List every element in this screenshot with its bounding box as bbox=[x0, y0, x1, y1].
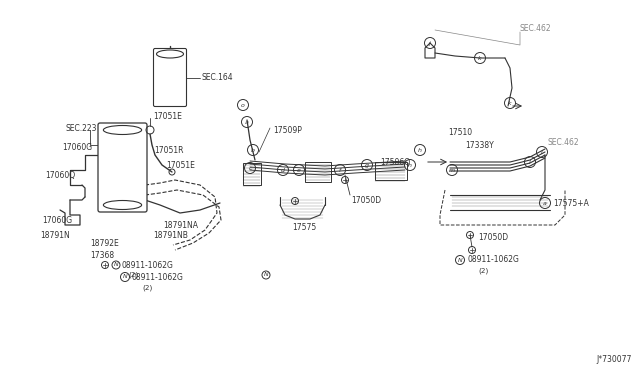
Text: 18792E: 18792E bbox=[90, 238, 119, 247]
Text: 18791N: 18791N bbox=[40, 231, 70, 240]
Text: b: b bbox=[251, 148, 255, 153]
Text: (2): (2) bbox=[478, 268, 488, 274]
Text: 08911-1062G: 08911-1062G bbox=[132, 273, 184, 282]
Text: 17509P: 17509P bbox=[273, 125, 302, 135]
Text: 18791NA: 18791NA bbox=[163, 221, 198, 230]
Bar bbox=[243, 163, 261, 185]
Text: 17051E: 17051E bbox=[166, 160, 195, 170]
Text: (2): (2) bbox=[142, 285, 152, 291]
Text: l: l bbox=[529, 160, 531, 164]
Text: f: f bbox=[339, 167, 341, 173]
Text: N: N bbox=[264, 273, 268, 278]
Text: N: N bbox=[114, 263, 118, 267]
Text: j: j bbox=[429, 41, 431, 45]
Text: k: k bbox=[478, 55, 482, 61]
Text: o: o bbox=[241, 103, 245, 108]
Text: SEC.223: SEC.223 bbox=[65, 124, 97, 132]
Text: N: N bbox=[123, 275, 127, 279]
Text: 17050D: 17050D bbox=[351, 196, 381, 205]
Text: a: a bbox=[543, 201, 547, 205]
Text: (2): (2) bbox=[128, 272, 138, 278]
Text: a: a bbox=[245, 119, 249, 125]
Text: SEC.164: SEC.164 bbox=[201, 73, 232, 82]
Text: SEC.462: SEC.462 bbox=[548, 138, 580, 147]
Text: 17060Q: 17060Q bbox=[45, 170, 75, 180]
Text: m: m bbox=[449, 167, 455, 173]
Text: k: k bbox=[508, 100, 512, 106]
Text: 17575+A: 17575+A bbox=[553, 199, 589, 208]
Text: c: c bbox=[248, 166, 252, 170]
Text: 17506Q: 17506Q bbox=[380, 157, 410, 167]
Text: 17060G: 17060G bbox=[62, 142, 92, 151]
Text: N: N bbox=[458, 257, 462, 263]
Text: h: h bbox=[408, 163, 412, 167]
Text: 17050D: 17050D bbox=[478, 232, 508, 241]
Text: 17060G: 17060G bbox=[42, 215, 72, 224]
Text: 08911-1062G: 08911-1062G bbox=[122, 260, 174, 269]
Text: 17368: 17368 bbox=[90, 250, 114, 260]
Text: 17338Y: 17338Y bbox=[465, 141, 493, 150]
Text: 18791NB: 18791NB bbox=[153, 231, 188, 240]
Text: e: e bbox=[297, 167, 301, 173]
Text: d: d bbox=[281, 167, 285, 173]
Text: 17510: 17510 bbox=[448, 128, 472, 137]
Text: 08911-1062G: 08911-1062G bbox=[467, 256, 519, 264]
Text: SEC.462: SEC.462 bbox=[520, 23, 552, 32]
FancyBboxPatch shape bbox=[98, 123, 147, 212]
Text: h: h bbox=[418, 148, 422, 153]
Text: g: g bbox=[365, 163, 369, 167]
FancyBboxPatch shape bbox=[154, 48, 186, 106]
Text: i: i bbox=[541, 150, 543, 154]
Bar bbox=[375, 162, 407, 180]
Text: J*730077: J*730077 bbox=[596, 355, 632, 364]
Text: 17051R: 17051R bbox=[154, 145, 184, 154]
Text: 17575: 17575 bbox=[292, 222, 316, 231]
Bar bbox=[305, 162, 331, 182]
Text: 17051E: 17051E bbox=[153, 112, 182, 121]
